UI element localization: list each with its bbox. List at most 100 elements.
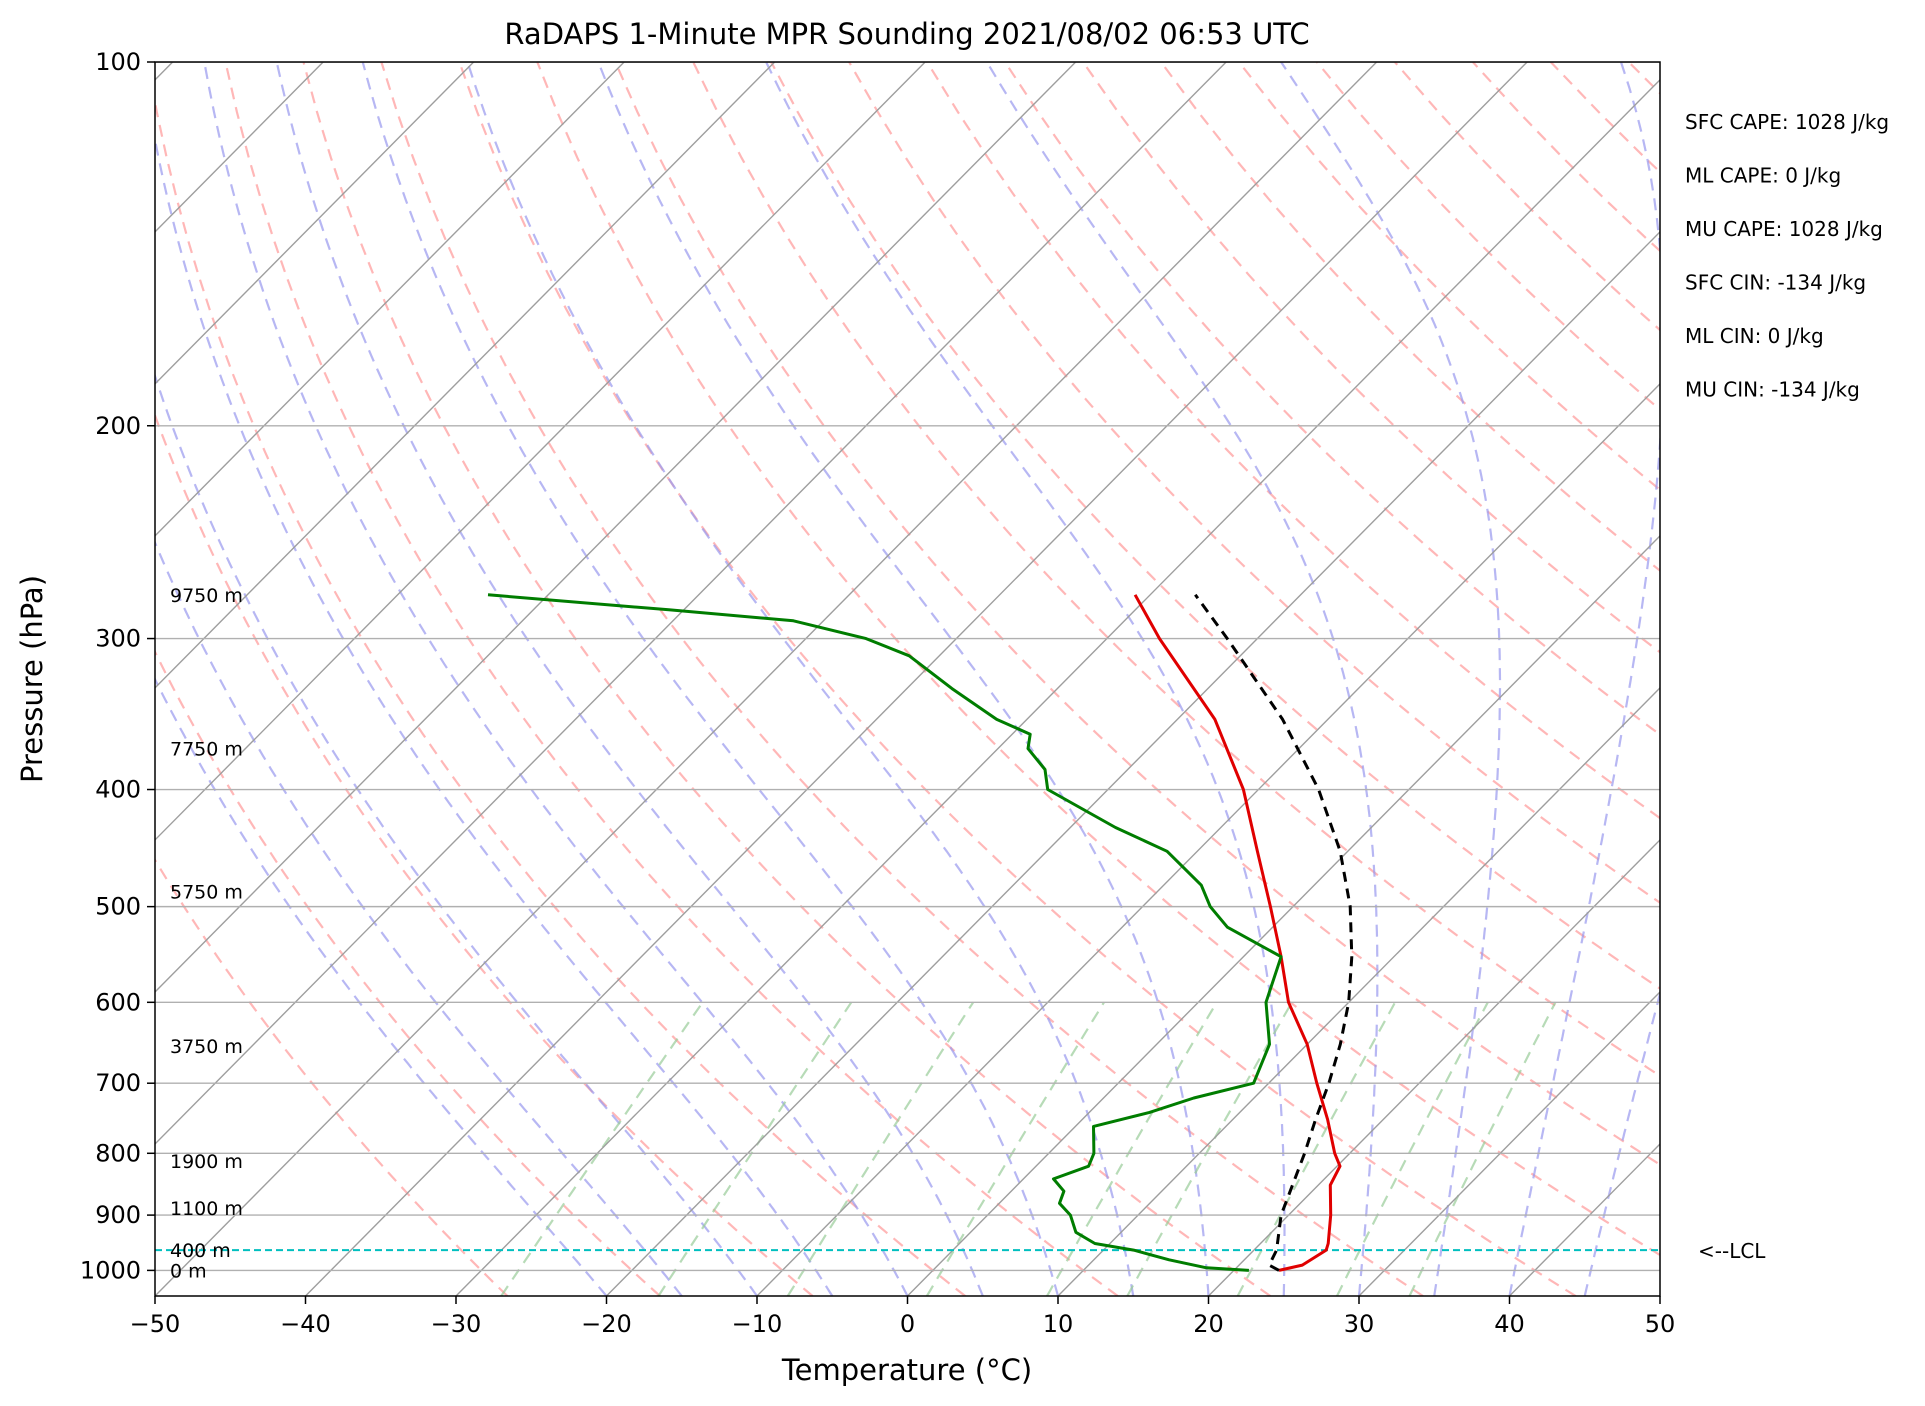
y-tick-label: 800 bbox=[95, 1139, 141, 1167]
dry-adiabat bbox=[155, 649, 661, 1296]
mixing-ratio-line bbox=[500, 1001, 704, 1296]
dry-adiabat bbox=[1160, 62, 1660, 573]
height-label: 5750 m bbox=[170, 882, 243, 904]
isotherm bbox=[155, 62, 926, 841]
series-layer bbox=[487, 593, 1354, 1272]
moist-adiabat bbox=[985, 62, 1379, 1296]
dry-adiabat bbox=[224, 62, 1119, 1296]
dry-adiabat bbox=[614, 62, 1660, 1166]
x-tick-label: 30 bbox=[1344, 1310, 1375, 1338]
lcl-layer: <--LCL bbox=[155, 1239, 1766, 1263]
y-tick-label: 900 bbox=[95, 1201, 141, 1229]
background-lines bbox=[155, 62, 1925, 1296]
index-label: MU CAPE: 1028 J/kg bbox=[1685, 217, 1883, 241]
y-tick-label: 300 bbox=[95, 625, 141, 653]
moist-adiabat bbox=[155, 134, 834, 1296]
moist-adiabat bbox=[1280, 62, 1502, 1296]
isotherm bbox=[1057, 686, 1660, 1296]
moist-adiabat bbox=[155, 676, 608, 1296]
x-tick-label: −10 bbox=[732, 1310, 783, 1338]
isotherm bbox=[1659, 1295, 1660, 1296]
x-tick-label: −40 bbox=[280, 1310, 331, 1338]
y-tick-label: 700 bbox=[95, 1069, 141, 1097]
dry-adiabat bbox=[848, 62, 1660, 905]
y-tick-label: 200 bbox=[95, 412, 141, 440]
isotherm bbox=[155, 62, 1378, 1296]
x-tick-label: −30 bbox=[431, 1310, 482, 1338]
x-axis-label: Temperature (°C) bbox=[781, 1353, 1032, 1387]
mixing-ratio-line bbox=[1046, 1001, 1218, 1296]
dry-adiabat bbox=[155, 857, 509, 1296]
dry-adiabat bbox=[926, 62, 1660, 820]
y-tick-label: 400 bbox=[95, 776, 141, 804]
dry-adiabat bbox=[302, 62, 1272, 1296]
isotherm bbox=[305, 62, 1528, 1296]
chart-title: RaDAPS 1-Minute MPR Sounding 2021/08/02 … bbox=[504, 17, 1309, 51]
height-label: 3750 m bbox=[170, 1036, 243, 1058]
plot-background bbox=[155, 62, 1660, 1296]
x-tick-label: −50 bbox=[130, 1310, 181, 1338]
isotherm bbox=[907, 534, 1660, 1296]
height-label: 1900 m bbox=[170, 1151, 243, 1173]
height-labels: 9750 m 7750 m 5750 m 3750 m 1900 m 1100 m 400 … bbox=[170, 585, 243, 1283]
mixing-ratio-line bbox=[1336, 1001, 1489, 1296]
lcl-label: <--LCL bbox=[1698, 1239, 1766, 1263]
height-label: 400 m bbox=[170, 1240, 231, 1262]
height-label: 7750 m bbox=[170, 739, 243, 761]
mixing-ratio-line bbox=[925, 1001, 1105, 1296]
dry-adiabat bbox=[1707, 62, 1925, 1296]
isotherm bbox=[455, 78, 1660, 1296]
height-label: 9750 m bbox=[170, 585, 243, 607]
y-tick-label: 1000 bbox=[80, 1256, 141, 1284]
mixing-ratio-line bbox=[786, 1001, 975, 1296]
isotherm bbox=[155, 62, 1227, 1145]
index-label: SFC CAPE: 1028 J/kg bbox=[1685, 110, 1889, 134]
moist-adiabat bbox=[361, 62, 1060, 1296]
y-axis-label: Pressure (hPa) bbox=[15, 575, 49, 783]
dry-adiabat bbox=[770, 62, 1660, 990]
x-tick-label: 0 bbox=[900, 1310, 915, 1338]
y-tick-label: 500 bbox=[95, 893, 141, 921]
index-panel: SFC CAPE: 1028 J/kg ML CAPE: 0 J/kg MU CAP… bbox=[1685, 110, 1889, 402]
sounding-series-line bbox=[487, 593, 1283, 1272]
dry-adiabat bbox=[536, 62, 1660, 1257]
isotherm bbox=[606, 230, 1660, 1296]
height-label: 0 m bbox=[170, 1260, 207, 1282]
moist-adiabat bbox=[466, 62, 1135, 1296]
moist-adiabat bbox=[275, 62, 984, 1296]
index-label: SFC CIN: -134 J/kg bbox=[1685, 271, 1866, 295]
isotherm bbox=[1208, 838, 1660, 1296]
pressure-gridlines bbox=[155, 62, 1660, 1272]
isotherm bbox=[155, 62, 475, 385]
isotherm bbox=[155, 62, 776, 689]
dry-adiabat bbox=[458, 62, 1577, 1296]
moist-adiabat bbox=[155, 539, 683, 1296]
x-tick-label: 10 bbox=[1043, 1310, 1074, 1338]
index-label: ML CIN: 0 J/kg bbox=[1685, 324, 1824, 348]
y-tick-label: 600 bbox=[95, 988, 141, 1016]
isotherm bbox=[155, 62, 625, 537]
mixing-ratio-line bbox=[1126, 1001, 1293, 1296]
isotherm bbox=[1811, 62, 1925, 1296]
x-tick-label: −20 bbox=[581, 1310, 632, 1338]
sounding-series-line bbox=[1133, 594, 1342, 1272]
isotherm bbox=[756, 382, 1660, 1296]
dry-adiabat bbox=[380, 62, 1424, 1296]
mixing-ratio-line bbox=[1408, 1001, 1557, 1296]
moist-adiabat bbox=[203, 62, 909, 1296]
dry-adiabat bbox=[1627, 62, 1660, 95]
mixing-ratio-line bbox=[657, 1001, 853, 1296]
height-label: 1100 m bbox=[170, 1198, 243, 1220]
index-label: MU CIN: -134 J/kg bbox=[1685, 378, 1860, 402]
x-tick-label: 50 bbox=[1645, 1310, 1676, 1338]
mixing-ratio-line bbox=[1236, 1001, 1397, 1296]
isotherm bbox=[1358, 990, 1660, 1296]
moist-adiabat bbox=[1583, 989, 1660, 1296]
y-tick-label: 100 bbox=[95, 48, 141, 76]
moist-adiabat bbox=[1508, 62, 1660, 1296]
index-label: ML CAPE: 0 J/kg bbox=[1685, 164, 1841, 188]
x-tick-label: 20 bbox=[1193, 1310, 1224, 1338]
isotherm bbox=[155, 62, 1077, 993]
